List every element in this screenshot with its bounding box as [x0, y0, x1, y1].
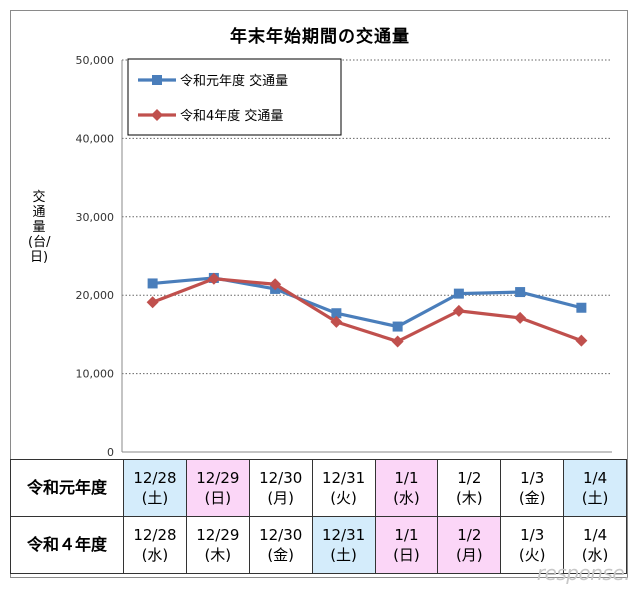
- data-point: [146, 296, 159, 309]
- y-tick-label: 20,000: [76, 289, 115, 302]
- row-label: 令和４年度: [10, 516, 124, 574]
- cell-weekday: (水): [581, 546, 609, 564]
- date-cell: 12/28 (土): [123, 459, 187, 517]
- data-point: [576, 302, 587, 313]
- date-cell: 1/2 (月): [437, 516, 502, 574]
- date-cell: 1/2 (木): [437, 459, 502, 517]
- date-cell: 1/4 (土): [563, 459, 627, 517]
- cell-weekday: (土): [330, 546, 357, 564]
- cell-weekday: (金): [267, 546, 295, 564]
- date-cell: 12/28 (水): [123, 516, 187, 574]
- y-tick-label: 40,000: [76, 132, 115, 145]
- cell-weekday: (日): [393, 546, 420, 564]
- table-row: 令和４年度 12/28 (水) 12/29 (木) 12/30 (金) 12/31 (土) 1/1…: [10, 516, 627, 574]
- legend-label: 令和元年度 交通量: [180, 73, 288, 89]
- date-cell: 1/3 (火): [500, 516, 565, 574]
- cell-date: 1/4: [582, 526, 608, 544]
- date-cell: 12/30 (金): [248, 516, 313, 574]
- data-point: [575, 334, 588, 347]
- cell-date: 12/29: [196, 526, 240, 544]
- data-point: [452, 304, 465, 317]
- legend-box: [127, 58, 342, 136]
- cell-weekday: (土): [581, 489, 609, 507]
- cell-weekday: (水): [393, 489, 420, 507]
- row-label: 令和元年度: [10, 459, 124, 517]
- cell-weekday: (火): [518, 546, 546, 564]
- cell-date: 12/28: [133, 526, 177, 544]
- series-line: [152, 277, 582, 344]
- cell-weekday: (水): [141, 546, 169, 564]
- cell-weekday: (土): [141, 489, 169, 507]
- table-row: 令和元年度 12/28 (土) 12/29 (日) 12/30 (月) 12/31 (火) 1/1…: [10, 459, 627, 517]
- legend-label: 令和4年度 交通量: [180, 108, 283, 124]
- date-cell: 12/30 (月): [248, 459, 313, 517]
- cell-weekday: (日): [204, 489, 232, 507]
- series-lines: [146, 272, 588, 348]
- date-cell: 1/1 (日): [374, 516, 439, 574]
- data-point: [515, 287, 526, 298]
- data-point: [392, 321, 403, 332]
- cell-date: 12/31: [321, 469, 366, 487]
- date-cell: 1/1 (水): [374, 459, 439, 517]
- date-cell: 12/31 (土): [311, 516, 376, 574]
- axes: [121, 60, 612, 453]
- chart-title: 年末年始期間の交通量: [230, 27, 410, 47]
- cell-weekday: (月): [267, 489, 295, 507]
- data-point: [269, 278, 282, 291]
- cell-date: 1/3: [520, 526, 545, 544]
- data-point: [147, 278, 158, 289]
- date-cell: 1/4 (水): [563, 516, 627, 574]
- cell-weekday: (木): [455, 489, 483, 507]
- date-cell: 1/3 (金): [500, 459, 565, 517]
- legend-swatch-marker: [151, 109, 163, 121]
- y-tick-labels: 0 10,000 20,000 30,000 40,000 50,000: [76, 54, 115, 459]
- cell-date: 1/1: [394, 526, 419, 544]
- watermark: response.: [536, 561, 631, 585]
- grid-lines: [122, 59, 612, 375]
- data-point: [330, 315, 343, 328]
- cell-date: 1/2: [457, 526, 482, 544]
- data-point: [331, 308, 342, 319]
- y-tick-label: 10,000: [76, 368, 115, 381]
- date-cell: 12/29 (日): [185, 459, 250, 517]
- date-cell: 12/31 (火): [311, 459, 376, 517]
- data-point: [453, 288, 464, 299]
- legend-swatch-marker: [152, 75, 162, 85]
- cell-date: 1/4: [582, 469, 608, 487]
- cell-date: 12/30: [259, 469, 303, 487]
- line-chart: 0 10,000 20,000 30,000 40,000 50,000 令和元年度 交通…: [76, 54, 612, 459]
- data-point: [207, 272, 220, 285]
- y-axis-label: 交通量(台/日): [28, 190, 51, 265]
- cell-date: 1/3: [520, 469, 545, 487]
- date-cell: 12/29 (木): [185, 516, 250, 574]
- y-tick-label: 0: [107, 446, 114, 459]
- cell-date: 1/1: [394, 469, 419, 487]
- y-tick-label: 50,000: [76, 54, 115, 67]
- cell-date: 12/29: [196, 469, 240, 487]
- cell-weekday: (金): [518, 489, 546, 507]
- date-table: 令和元年度 12/28 (土) 12/29 (日) 12/30 (月) 12/31 (火) 1/1…: [10, 459, 627, 574]
- data-point: [391, 335, 404, 348]
- cell-date: 1/2: [457, 469, 482, 487]
- cell-weekday: (月): [455, 546, 483, 564]
- cell-date: 12/28: [133, 469, 177, 487]
- y-tick-label: 30,000: [76, 211, 115, 224]
- cell-date: 12/30: [259, 526, 303, 544]
- cell-weekday: (木): [204, 546, 232, 564]
- data-point: [514, 311, 527, 324]
- cell-date: 12/31: [321, 526, 366, 544]
- cell-weekday: (火): [330, 489, 357, 507]
